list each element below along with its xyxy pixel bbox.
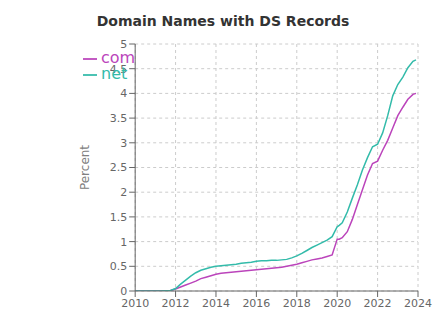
svg-text:Percent: Percent [78,145,92,190]
svg-text:0: 0 [120,285,127,298]
svg-text:5: 5 [120,38,127,51]
svg-text:4: 4 [120,87,127,100]
svg-text:2020: 2020 [323,297,351,310]
svg-text:2022: 2022 [364,297,392,310]
svg-text:2010: 2010 [121,297,149,310]
svg-text:4.5: 4.5 [110,63,128,76]
svg-text:0.5: 0.5 [110,260,128,273]
svg-text:2012: 2012 [162,297,190,310]
svg-text:2.5: 2.5 [110,161,128,174]
svg-text:1.5: 1.5 [110,211,128,224]
svg-text:2016: 2016 [242,297,270,310]
svg-text:3: 3 [120,137,127,150]
svg-text:2: 2 [120,186,127,199]
svg-text:1: 1 [120,236,127,249]
svg-text:3.5: 3.5 [110,112,128,125]
svg-text:2018: 2018 [283,297,311,310]
svg-text:2014: 2014 [202,297,230,310]
svg-text:2024: 2024 [404,297,432,310]
